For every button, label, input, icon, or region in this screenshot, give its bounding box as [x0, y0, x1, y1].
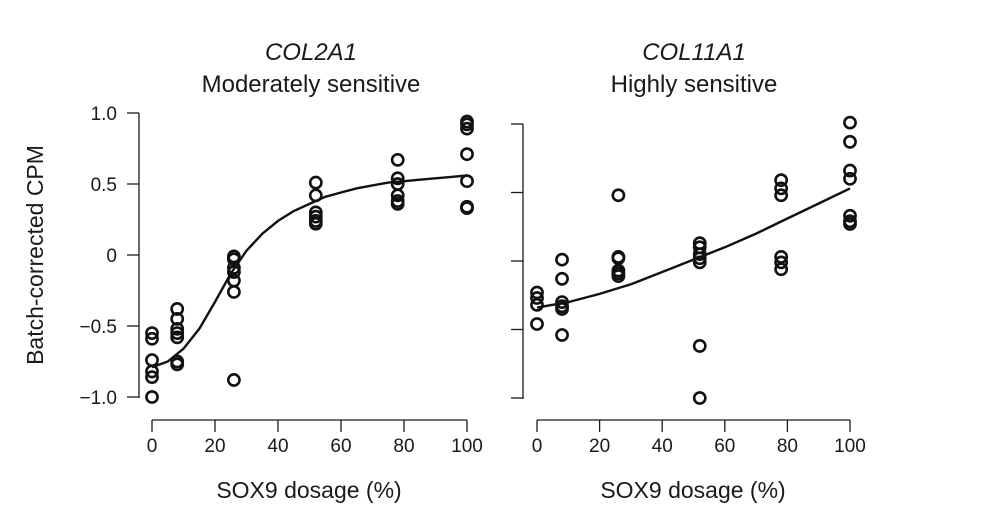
panel1-data-point: [308, 188, 323, 203]
y-axis-label: Batch-corrected CPM: [22, 145, 48, 365]
panel1-data-point: [390, 171, 405, 186]
panel1-data-point: [308, 175, 323, 190]
panel1-data-point: [226, 285, 241, 299]
panel1-fit-curve: [151, 174, 468, 369]
panel2-x-tick-label: 60: [714, 436, 735, 457]
panel2-x-tick-label: 40: [652, 436, 673, 457]
panel2-data-point: [692, 391, 707, 405]
panel1-x-tick-label: 80: [393, 436, 414, 457]
panel1-data-point: [308, 209, 323, 224]
panel1-data-point: [145, 390, 159, 404]
panel1-data-point: [170, 330, 185, 345]
panel1-data-point: [460, 147, 474, 162]
panel2-data-point: [555, 295, 569, 309]
panel2-x-tick-label: 0: [532, 436, 543, 457]
panel1-data-point: [226, 373, 241, 387]
panel1-data-point: [170, 357, 185, 372]
panel2-data-point: [843, 134, 857, 149]
panel1-data-point: [460, 201, 474, 216]
panel1-data-point: [145, 331, 159, 346]
panel1-x-axis-label: SOX9 dosage (%): [216, 477, 401, 503]
panel1-data-point: [145, 353, 159, 367]
panel2-data-point: [774, 173, 789, 188]
panel2-data-point: [774, 255, 789, 270]
panel2-data-point: [843, 115, 857, 130]
panel2-x-axis-label: SOX9 dosage (%): [600, 477, 785, 503]
panel2-data-point: [692, 247, 707, 262]
panel1-data-point: [308, 216, 323, 231]
panel1-data-point: [226, 260, 241, 275]
panel2-title: COL11A1: [642, 39, 746, 66]
panel1-y-tick-label: 0.5: [91, 175, 117, 196]
panel2-data-point: [611, 269, 626, 283]
panel2-data-point: [774, 262, 789, 277]
panel1-x-tick-label: 20: [204, 436, 225, 457]
panel1-x-tick-label: 0: [147, 436, 158, 457]
panel2-subtitle: Highly sensitive: [611, 71, 778, 98]
panel2-x-tick-label: 100: [834, 436, 866, 457]
panel2-data-point: [611, 188, 626, 203]
panel2-data-point: [555, 252, 569, 267]
panel2-data-point: [843, 208, 857, 223]
panel1-data-point: [390, 188, 405, 203]
panel1-y-tick-label: −1.0: [79, 388, 117, 409]
panel1-y-tick-label: −0.5: [79, 317, 117, 338]
panel2-data-point: [530, 291, 544, 305]
panel2-data-point: [692, 339, 707, 353]
panel1-data-point: [226, 265, 241, 279]
panel1-data-point: [460, 121, 474, 136]
panel2-data-point: [843, 163, 857, 178]
panel1-data-point: [145, 326, 159, 340]
panel1-data-point: [390, 196, 405, 211]
panel1: 1.0 0.5 0 −0.5 −1.0 0 20 40 60 80 100 SOX9 dosage…: [79, 104, 482, 503]
panel1-data-point: [145, 370, 159, 385]
panel2-data-point: [555, 302, 569, 316]
panel2-data-point: [692, 251, 707, 266]
panel2-x-tick-label: 80: [777, 436, 798, 457]
panel1-title: COL2A1: [265, 39, 357, 66]
panel1-data-point: [390, 152, 405, 167]
panel2: 0 20 40 60 80 100 SOX9 dosage (%): [511, 115, 866, 503]
panel2-data-point: [555, 271, 569, 286]
panel2-data-point: [843, 217, 857, 231]
panel2-data-point: [530, 317, 544, 331]
panel2-x-tick-label: 20: [589, 436, 610, 457]
panel1-y-tick-label: 1.0: [91, 104, 117, 125]
panel1-data-point: [460, 174, 474, 189]
panel1-x-tick-label: 60: [330, 436, 351, 457]
panel1-x-tick-label: 100: [451, 436, 483, 457]
panel2-data-point: [843, 171, 857, 186]
panel1-data-point: [460, 117, 474, 132]
panel2-data-point: [692, 255, 707, 270]
panel2-data-point: [555, 328, 569, 342]
panel1-subtitle: Moderately sensitive: [202, 71, 421, 98]
panel1-x-tick-label: 40: [267, 436, 288, 457]
panel1-data-point: [226, 252, 241, 267]
panel2-data-point: [774, 188, 789, 203]
panel1-data-point: [170, 326, 185, 340]
panel1-data-point: [170, 321, 185, 336]
panel1-data-point: [145, 364, 159, 379]
panel1-y-tick-label: 0: [106, 246, 117, 267]
panel2-data-point: [530, 297, 544, 312]
panel2-data-point: [774, 181, 789, 196]
